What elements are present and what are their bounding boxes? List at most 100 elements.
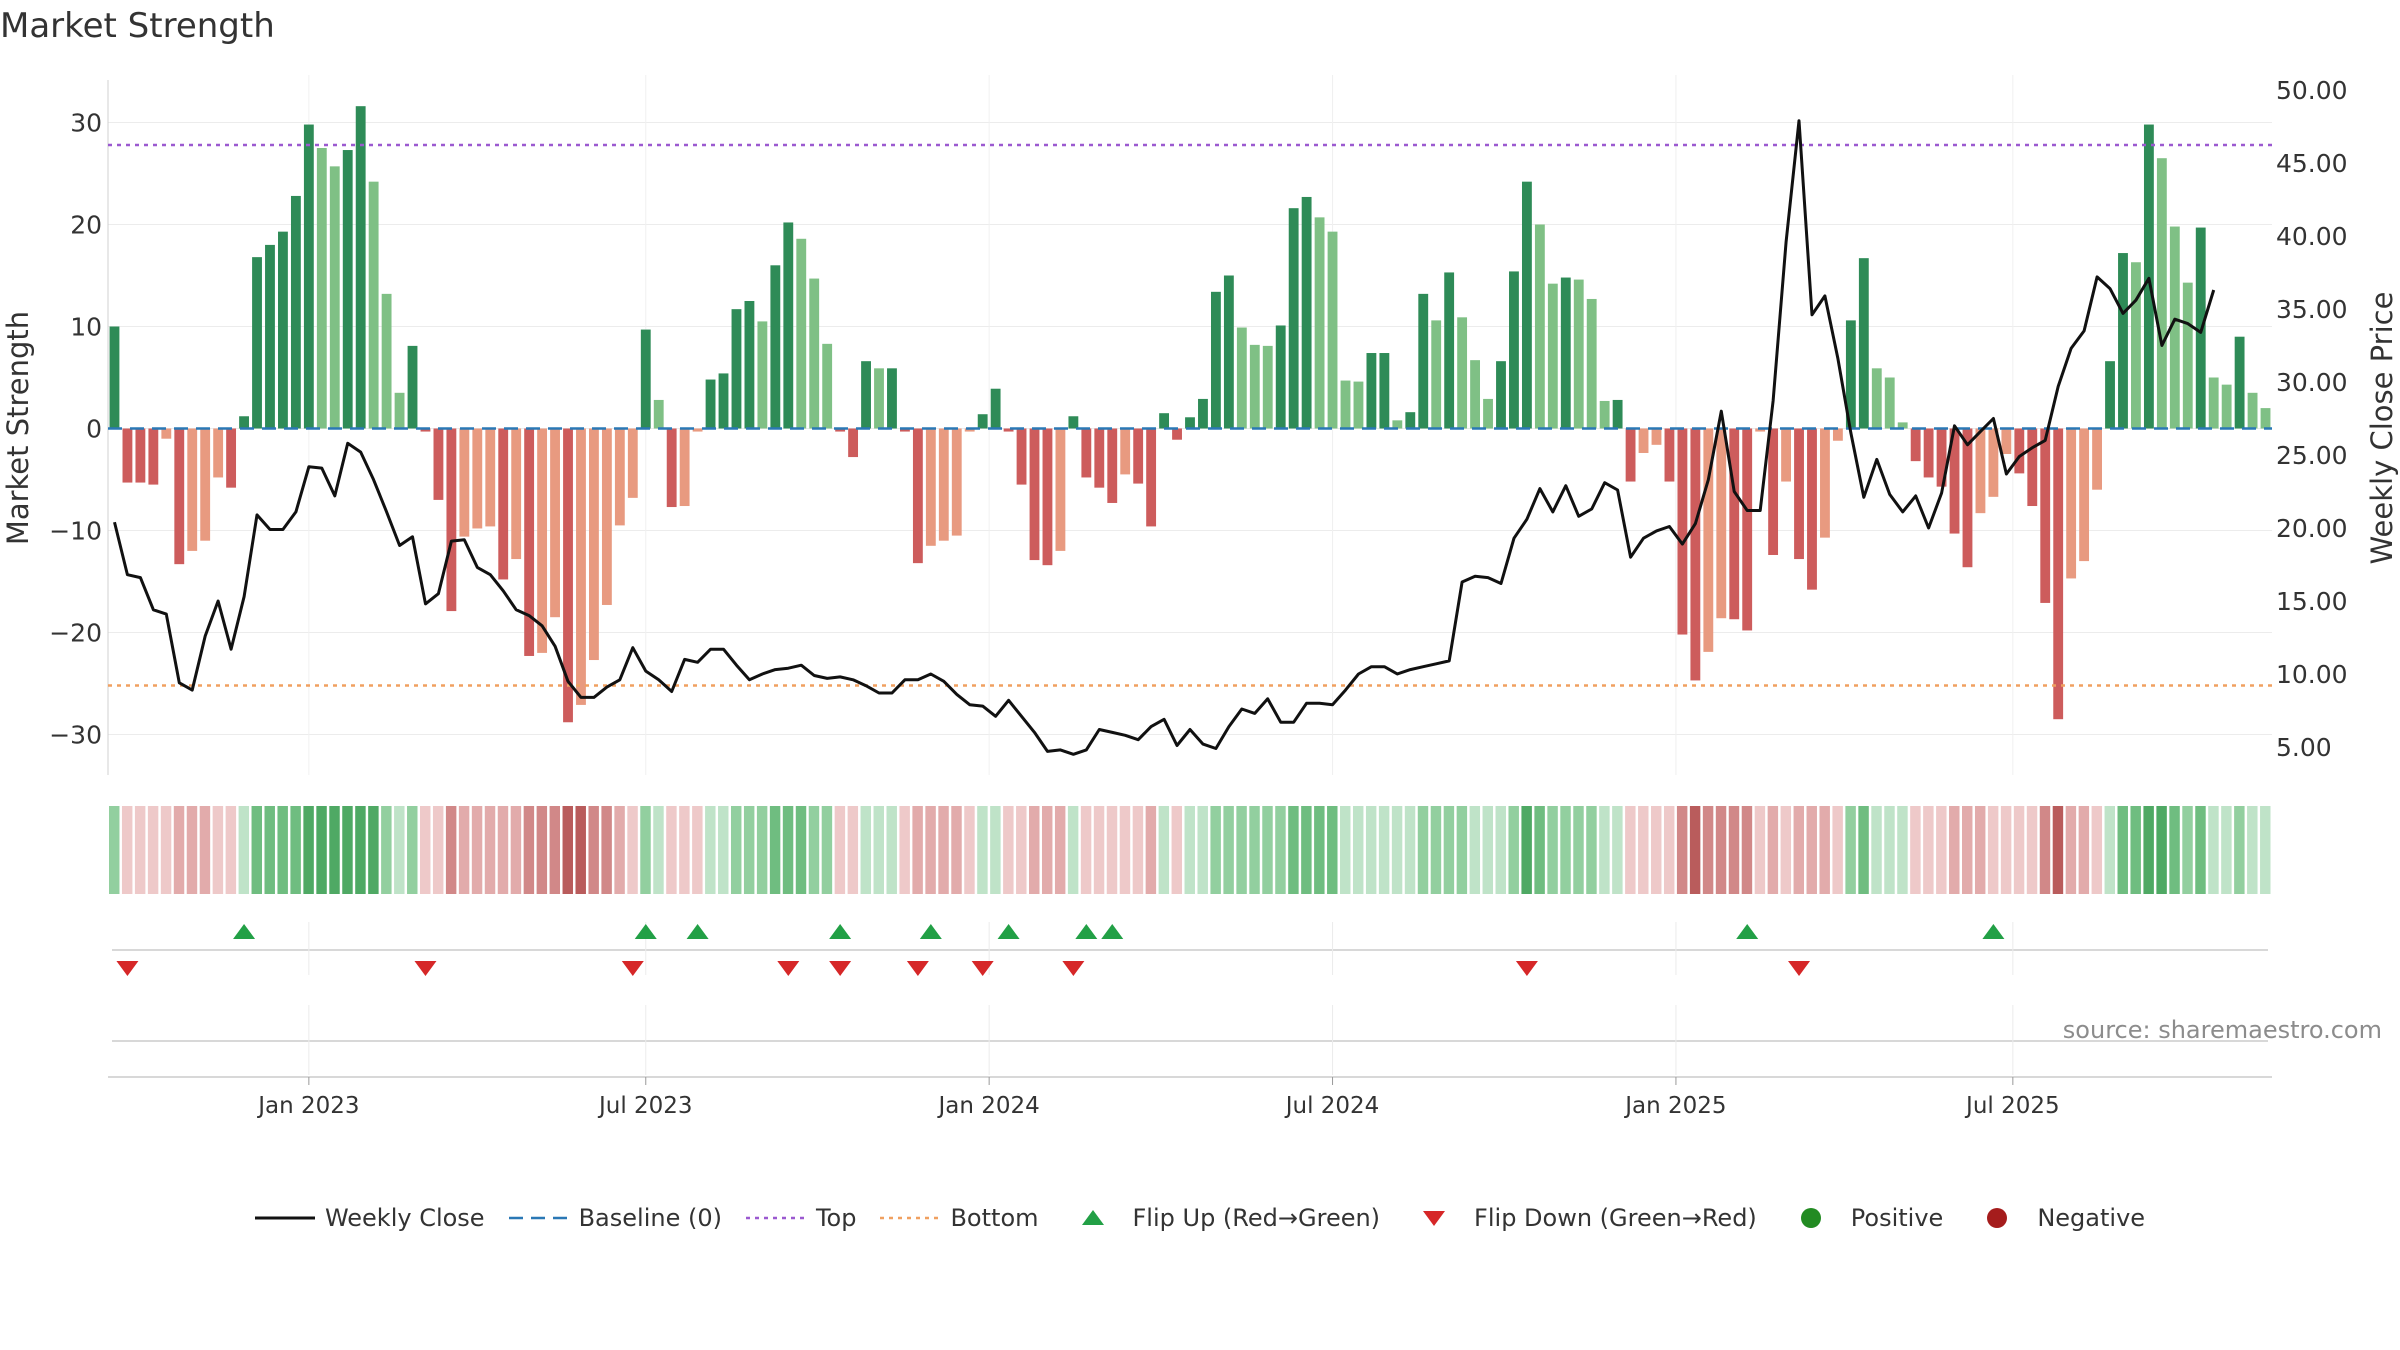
heat-cell: [1378, 806, 1390, 894]
strength-bar: [329, 166, 340, 429]
strength-bar: [420, 428, 431, 432]
flip-up-marker: [829, 924, 852, 939]
strength-bar: [1794, 428, 1804, 560]
y-tick-label: 30: [70, 109, 102, 138]
heat-cell: [627, 806, 638, 894]
strength-bar: [1340, 380, 1351, 429]
strength-bar: [2143, 124, 2154, 429]
heat-cell: [1884, 806, 1895, 894]
heat-cell: [730, 806, 742, 894]
strength-bar: [2169, 226, 2180, 429]
heat-cell: [1560, 806, 1571, 894]
strength-bar: [1521, 181, 1532, 429]
heat-cell: [1093, 806, 1105, 894]
heat-cell: [484, 806, 496, 894]
strength-bar: [1547, 283, 1558, 429]
heat-cell: [588, 806, 599, 894]
strength-bar: [1172, 428, 1182, 440]
strength-bar: [148, 428, 159, 485]
flip-up-marker: [919, 924, 942, 939]
strength-bar: [1755, 428, 1766, 432]
heat-cell: [562, 806, 573, 894]
strength-bar: [1003, 428, 1014, 432]
heat-cell: [1352, 806, 1364, 894]
strength-bar: [290, 195, 301, 429]
heat-cell: [1871, 806, 1882, 894]
heat-cell: [951, 806, 962, 894]
y-tick-label: −20: [49, 619, 102, 648]
heat-cell: [756, 806, 768, 894]
y-axis-title: Market Strength: [1, 311, 35, 545]
strength-bar: [1275, 325, 1286, 429]
strength-bar: [1690, 428, 1701, 681]
heat-cell: [329, 806, 340, 894]
strength-bar: [2247, 392, 2258, 429]
strength-bar: [1560, 277, 1571, 429]
heat-cell: [419, 806, 431, 894]
y-tick-label: 20: [70, 211, 102, 240]
heat-cell: [1404, 806, 1416, 894]
heat-cell: [1923, 806, 1934, 894]
strength-bar: [316, 148, 327, 429]
heat-cell: [303, 806, 314, 894]
strength-bar: [122, 428, 133, 483]
legend-label: Negative: [2037, 1204, 2146, 1232]
heat-cell: [1715, 806, 1727, 894]
heat-cell: [1651, 806, 1662, 894]
heat-cell: [471, 806, 483, 894]
heat-cell: [1417, 806, 1429, 894]
strength-bar: [1871, 368, 1882, 429]
strength-bar: [1586, 298, 1597, 429]
strength-bar: [2066, 428, 2077, 579]
strength-bar: [653, 399, 664, 429]
heat-cell: [316, 806, 327, 894]
heat-cell: [1974, 806, 1986, 894]
heat-cell: [1236, 806, 1247, 894]
legend-label: Flip Down (Green→Red): [1474, 1204, 1757, 1232]
strength-bar: [1470, 360, 1481, 429]
strength-bar: [2260, 408, 2271, 429]
heat-cell: [2195, 806, 2206, 894]
strength-bar: [226, 428, 237, 488]
strength-bar: [783, 222, 794, 429]
strength-bar: [2053, 428, 2064, 720]
strength-bar: [951, 428, 962, 536]
strength-bar: [511, 428, 522, 560]
flip-down-marker: [621, 961, 644, 976]
heat-cell: [1067, 806, 1079, 894]
strength-bar: [1042, 428, 1053, 566]
legend-label: Flip Up (Red→Green): [1132, 1204, 1381, 1232]
strength-bar: [1288, 208, 1299, 429]
x-tick-label: Jul 2024: [1284, 1093, 1380, 1119]
strength-bar: [459, 428, 470, 537]
strength-bar: [1781, 428, 1791, 482]
heat-cell: [1314, 806, 1325, 894]
heat-cell: [1249, 806, 1260, 894]
strength-bar: [2014, 428, 2025, 474]
heat-cell: [2026, 806, 2038, 894]
heat-cell: [1534, 806, 1545, 894]
x-tick-label: Jan 2025: [1623, 1093, 1726, 1119]
x-tick-label: Jul 2023: [597, 1093, 693, 1119]
strength-bar: [1223, 275, 1234, 429]
strength-bar: [1301, 196, 1312, 429]
line-swatch-icon: [508, 1206, 569, 1230]
y2-tick-label: 5.00: [2276, 733, 2332, 762]
heat-cell: [1340, 806, 1351, 894]
heat-cell: [679, 806, 690, 894]
heat-cell: [1573, 806, 1584, 894]
strength-bar: [563, 428, 573, 723]
heat-cell: [1910, 806, 1921, 894]
y2-tick-label: 40.00: [2276, 222, 2348, 251]
strength-bar: [614, 428, 625, 526]
flip-down-marker: [777, 961, 800, 976]
heat-cell: [1171, 806, 1183, 894]
x-tick-label: Jul 2025: [1964, 1093, 2060, 1119]
flip-down-marker: [829, 961, 852, 976]
legend-label: Baseline (0): [578, 1204, 722, 1232]
heat-cell: [1119, 806, 1131, 894]
strength-bar: [537, 428, 548, 653]
strength-bar: [1133, 428, 1144, 484]
heat-cell: [445, 806, 457, 894]
heat-cell: [1430, 806, 1442, 894]
